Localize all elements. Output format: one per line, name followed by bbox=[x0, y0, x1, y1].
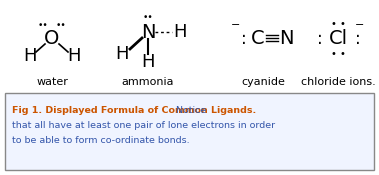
Text: cyanide: cyanide bbox=[241, 77, 285, 87]
Text: H: H bbox=[141, 53, 155, 71]
Text: ••: •• bbox=[143, 13, 153, 23]
Text: C: C bbox=[251, 29, 265, 47]
Text: Cl: Cl bbox=[329, 29, 348, 47]
Text: chloride ions.: chloride ions. bbox=[301, 77, 375, 87]
Text: H: H bbox=[115, 45, 129, 63]
Text: Notice: Notice bbox=[173, 106, 207, 115]
Text: :: : bbox=[355, 30, 361, 48]
Text: to be able to form co-ordinate bonds.: to be able to form co-ordinate bonds. bbox=[12, 136, 190, 145]
Text: water: water bbox=[36, 77, 68, 87]
Text: that all have at least one pair of lone electrons in order: that all have at least one pair of lone … bbox=[12, 121, 275, 130]
Text: • •: • • bbox=[330, 49, 345, 59]
Text: N: N bbox=[141, 23, 155, 41]
Text: −: − bbox=[231, 20, 241, 30]
Text: • •: • • bbox=[330, 19, 345, 29]
Text: H: H bbox=[67, 47, 81, 65]
Text: H: H bbox=[23, 47, 37, 65]
Text: Fig 1. Displayed Formula of Common Ligands.: Fig 1. Displayed Formula of Common Ligan… bbox=[12, 106, 256, 115]
Text: ••: •• bbox=[56, 22, 66, 30]
Text: N: N bbox=[279, 29, 293, 47]
Text: H: H bbox=[173, 23, 187, 41]
Text: −: − bbox=[356, 20, 365, 30]
Text: :: : bbox=[241, 30, 247, 48]
Text: ammonia: ammonia bbox=[122, 77, 174, 87]
Text: :: : bbox=[317, 30, 323, 48]
FancyBboxPatch shape bbox=[5, 93, 374, 170]
Text: ••: •• bbox=[38, 22, 49, 30]
Text: O: O bbox=[44, 29, 60, 47]
